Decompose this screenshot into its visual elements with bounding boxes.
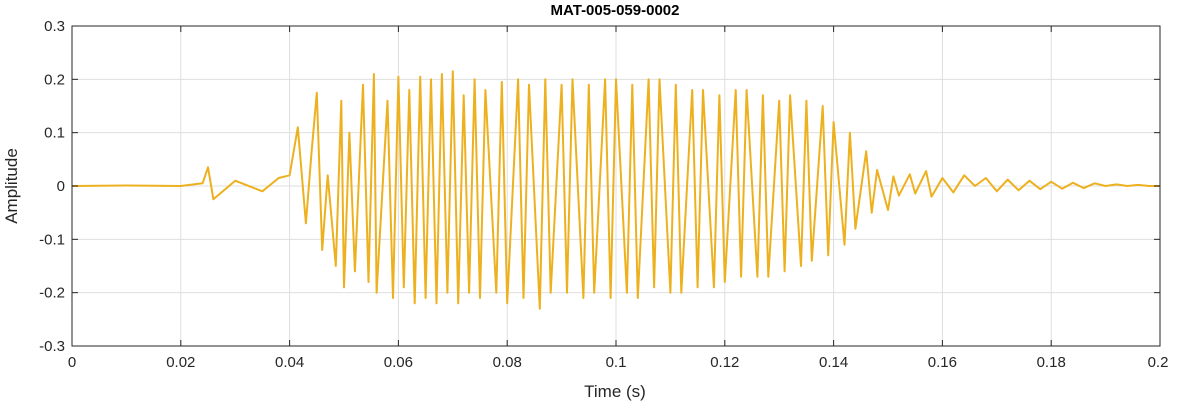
y-axis-label: Amplitude	[2, 148, 21, 224]
x-tick-label: 0.14	[819, 354, 848, 371]
x-tick-label: 0.18	[1037, 354, 1066, 371]
y-tick-label: 0	[57, 178, 65, 195]
x-tick-label: 0.06	[384, 354, 413, 371]
chart-title: MAT-005-059-0002	[551, 2, 680, 19]
x-axis-label: Time (s)	[584, 382, 646, 401]
y-tick-label: -0.1	[39, 231, 65, 248]
x-tick-label: 0.04	[275, 354, 304, 371]
x-tick-label: 0.16	[928, 354, 957, 371]
x-tick-label: 0	[68, 354, 76, 371]
y-axis: -0.3 -0.2 -0.1 0 0.1 0.2 0.3	[39, 18, 1160, 355]
x-axis: 0 0.02 0.04 0.06 0.08 0.1 0.12 0.14 0.16 0.18 0.2	[68, 26, 1169, 371]
x-tick-label: 0.02	[166, 354, 195, 371]
x-tick-label: 0.12	[710, 354, 739, 371]
x-tick-label: 0.2	[1148, 354, 1169, 371]
y-tick-label: 0.1	[44, 125, 65, 142]
y-tick-label: 0.3	[44, 18, 65, 35]
x-tick-label: 0.08	[493, 354, 522, 371]
y-tick-label: 0.2	[44, 71, 65, 88]
y-tick-label: -0.3	[39, 338, 65, 355]
x-tick-label: 0.1	[606, 354, 627, 371]
signal-line	[71, 70, 1160, 310]
signal-series	[71, 70, 1160, 310]
y-tick-label: -0.2	[39, 285, 65, 302]
